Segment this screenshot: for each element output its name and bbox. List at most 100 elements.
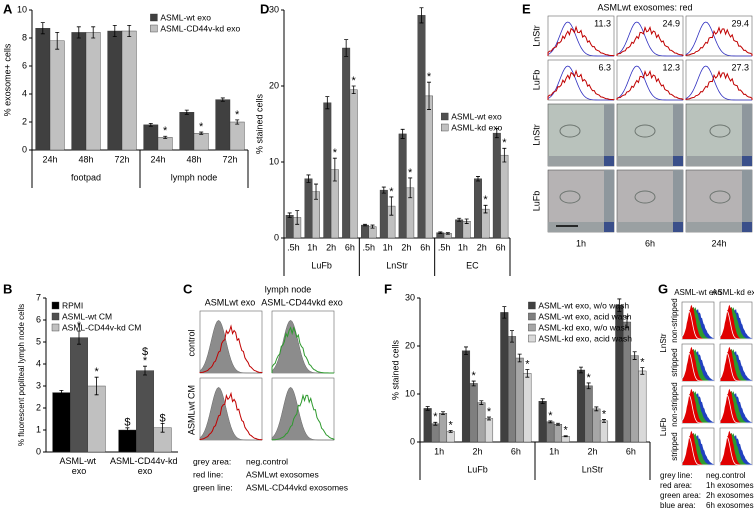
significance-marker: * <box>433 411 438 423</box>
control-histogram <box>547 21 614 57</box>
error-bar <box>381 186 386 194</box>
group-label: lymph node <box>171 172 218 182</box>
control-histogram <box>719 436 752 466</box>
legend-swatch <box>150 24 158 33</box>
legend-swatch <box>528 301 536 310</box>
row-label: stripped <box>670 348 679 376</box>
sample-histogram <box>547 69 615 101</box>
x-tick-label: 1h <box>307 242 317 252</box>
sample-histogram <box>271 326 335 374</box>
error-bar <box>389 196 394 216</box>
x-tick-label: .5h <box>362 242 375 252</box>
error-bar <box>408 177 413 199</box>
error-bar <box>419 7 424 24</box>
legend-text: grey line: <box>660 471 692 480</box>
micrograph <box>685 169 753 233</box>
legend-swatch <box>528 312 536 321</box>
cell <box>634 190 656 204</box>
bar <box>121 30 137 151</box>
error-bar <box>441 411 445 416</box>
bar <box>469 383 478 443</box>
x-tick-label: 6h <box>420 242 430 252</box>
histogram-frame <box>547 15 615 57</box>
percent-value: 11.3 <box>594 18 611 28</box>
legend-label: ASML-kd exo <box>451 122 502 132</box>
legend-text: ASML-CD44vkd exosomes <box>246 482 348 492</box>
x-tick-label: 2h <box>326 242 336 252</box>
error-bar <box>55 32 60 50</box>
x-tick-label: 2h <box>477 242 487 252</box>
x-tick-label: 48h <box>78 154 93 164</box>
bar <box>215 99 231 151</box>
error-bar <box>351 85 356 94</box>
x-tick-label: 1h <box>458 242 468 252</box>
control-histogram <box>616 21 683 57</box>
micrograph-side <box>742 170 752 232</box>
legend-text: green line: <box>193 482 233 492</box>
error-bar <box>445 232 450 235</box>
x-tick-label: 1h <box>549 446 559 456</box>
micrograph-bottom <box>617 222 683 232</box>
cell <box>559 190 581 204</box>
y-axis-label: % stained cells <box>254 93 264 154</box>
x-tick-label: ASML-wt exo <box>59 456 98 476</box>
y-tick-label: 0 <box>274 232 279 242</box>
bar <box>157 137 173 151</box>
error-bar <box>640 367 645 375</box>
error-bar <box>510 330 514 343</box>
bar <box>461 350 471 443</box>
y-axis-label: % exosome+ cells <box>2 43 12 116</box>
error-bar <box>625 315 629 329</box>
legend-swatch <box>441 123 449 132</box>
error-bar <box>579 366 583 374</box>
x-tick-label: 6h <box>511 446 521 456</box>
error-bar <box>314 183 319 200</box>
error-bar <box>540 398 545 404</box>
bar <box>492 132 501 239</box>
control-histogram <box>681 310 714 340</box>
bar <box>87 385 106 453</box>
y-tick-label: 6 <box>36 314 41 324</box>
error-bar <box>344 39 349 57</box>
x-tick-label: 72h <box>114 154 129 164</box>
bar <box>500 312 509 443</box>
histogram-frame <box>547 59 615 101</box>
bar <box>507 336 517 443</box>
legend-label: ASML-wt exo, w/o wash <box>538 300 629 310</box>
significance-marker: * <box>449 419 454 431</box>
control-histogram <box>681 352 714 382</box>
micrograph-side <box>604 104 614 166</box>
y-tick-label: 7 <box>36 292 41 302</box>
micrograph-corner <box>604 156 614 166</box>
bar <box>361 224 369 239</box>
column-label: 6h <box>645 238 655 248</box>
bar <box>553 424 563 443</box>
bar <box>438 413 448 443</box>
micrograph-side <box>742 104 752 166</box>
micrograph-bottom <box>617 156 683 166</box>
y-tick-label: 10 <box>17 4 27 14</box>
significance-marker: * <box>548 410 553 422</box>
micrograph <box>616 169 684 233</box>
legend-text: blue area: <box>660 501 696 510</box>
legend-text: grey area: <box>193 456 231 466</box>
significance-marker: * <box>525 358 530 370</box>
x-tick-label: 72h <box>222 154 237 164</box>
control-histogram <box>616 65 683 101</box>
error-bar <box>160 423 165 433</box>
y-tick-label: 2 <box>36 402 41 412</box>
legend-text: 2h exosomes <box>706 491 754 500</box>
x-tick-label: .5h <box>438 242 451 252</box>
significance-marker: * <box>143 355 148 367</box>
y-tick-label: 4 <box>36 358 41 368</box>
micrograph-corner <box>742 222 752 232</box>
y-tick-label: 20 <box>405 340 415 350</box>
y-axis-label: % stained cells <box>390 339 400 400</box>
row-label: non-stripped <box>670 382 679 426</box>
error-bar <box>287 212 292 218</box>
control-histogram <box>719 310 752 340</box>
control-histogram <box>681 394 714 424</box>
cell <box>709 124 731 138</box>
significance-marker: * <box>427 71 432 83</box>
percent-value: 29.4 <box>731 18 749 28</box>
